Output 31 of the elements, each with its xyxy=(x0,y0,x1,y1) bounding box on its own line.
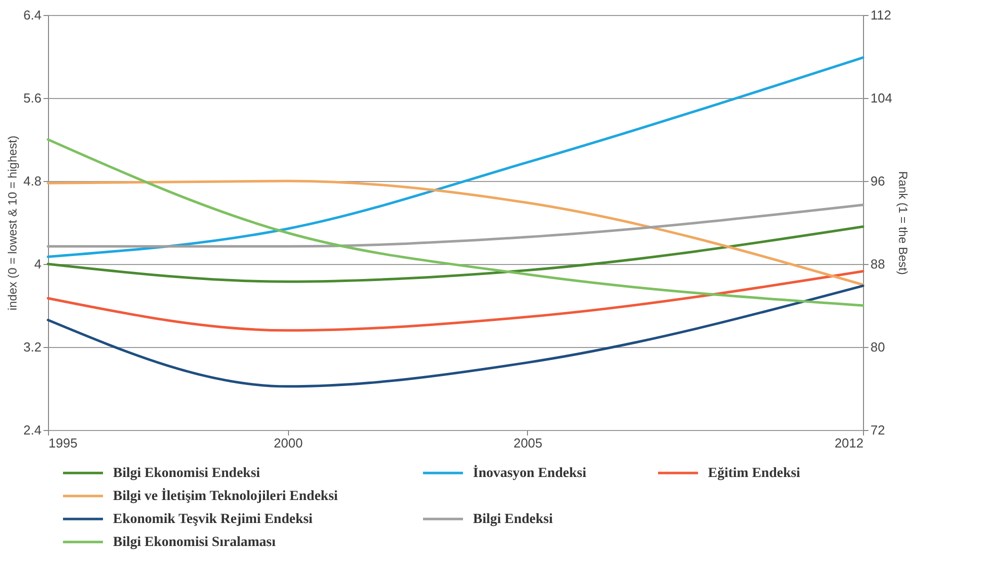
legend-label: Eğitim Endeksi xyxy=(708,466,800,481)
y2-tick-label: 88 xyxy=(870,256,885,272)
x-tick-label: 2000 xyxy=(274,436,303,450)
line-series xyxy=(46,270,864,332)
legend-label: Bilgi Endeksi xyxy=(473,512,553,527)
line-series xyxy=(46,180,864,286)
y2-tick-label: 72 xyxy=(870,422,885,438)
line-series xyxy=(46,284,864,388)
x-tick-label: 2005 xyxy=(513,436,542,450)
legend-label: Bilgi Ekonomisi Sıralaması xyxy=(113,535,276,550)
y2-tick-label: 96 xyxy=(870,174,885,188)
line-series xyxy=(46,225,864,283)
legend-label: Bilgi Ekonomisi Endeksi xyxy=(113,466,260,481)
line-series xyxy=(46,56,864,258)
y-axis-title: index (0 = lowest & 10 = highest) xyxy=(5,136,20,310)
y-tick-label: 6.4 xyxy=(23,8,42,22)
y-tick-label: 4 xyxy=(34,256,42,272)
legend-label: Bilgi ve İletişim Teknolojileri Endeksi xyxy=(113,488,338,504)
x-tick-label: 1995 xyxy=(48,436,78,450)
y2-tick-label: 112 xyxy=(870,8,892,22)
x-tick-label: 2012 xyxy=(834,436,864,450)
legend-label: İnovasyon Endeksi xyxy=(473,465,586,481)
legend-label: Ekonomik Teşvik Rejimi Endeksi xyxy=(113,512,313,527)
y2-axis-title: Rank (1 = the Best) xyxy=(896,171,910,275)
y-tick-label: 3.2 xyxy=(23,340,42,354)
y2-tick-label: 104 xyxy=(870,90,892,106)
line-series xyxy=(46,138,864,307)
y2-tick-label: 80 xyxy=(870,340,885,354)
y-tick-label: 5.6 xyxy=(23,90,42,106)
y-tick-label: 4.8 xyxy=(23,174,42,188)
y-tick-label: 2.4 xyxy=(23,422,42,438)
